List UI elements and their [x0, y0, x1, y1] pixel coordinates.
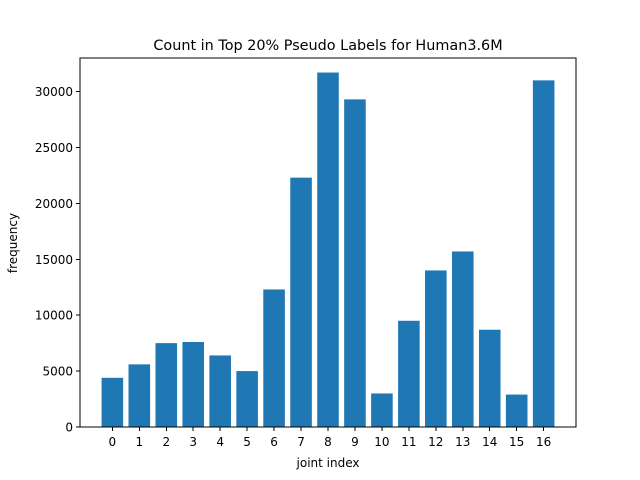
axes-layer: 0 1 2 3 4 5 6 7 8 9 10 11 12 13 14 15 160500010000150002… — [35, 57, 577, 449]
bar-joint-12 — [425, 270, 447, 427]
bar-joint-3 — [182, 342, 204, 427]
x-tick-label: 2 — [162, 435, 170, 449]
bar-joint-6 — [263, 289, 285, 427]
x-tick-label: 10 — [374, 435, 389, 449]
bar-joint-2 — [155, 343, 178, 427]
bar-joint-7 — [290, 177, 312, 427]
chart-title: Count in Top 20% Pseudo Labels for Human… — [153, 38, 502, 54]
x-tick-label: 1 — [135, 435, 143, 449]
y-tick-label: 20000 — [35, 197, 73, 211]
x-tick-label: 8 — [324, 435, 332, 449]
x-tick-label: 3 — [189, 435, 197, 449]
x-tick-label: 9 — [351, 435, 359, 449]
y-tick-label: 5000 — [42, 365, 73, 379]
y-tick-label: 0 — [65, 421, 73, 435]
y-tick-label: 15000 — [35, 253, 73, 267]
bar-joint-4 — [209, 355, 231, 427]
bar-joint-14 — [478, 329, 501, 427]
bar-joint-16 — [532, 80, 555, 428]
x-tick-label: 16 — [536, 435, 551, 449]
bar-joint-15 — [505, 394, 528, 427]
bar-joint-11 — [398, 320, 420, 427]
bar-joint-9 — [344, 99, 366, 428]
x-tick-label: 6 — [270, 435, 278, 449]
bar-joint-5 — [236, 371, 258, 427]
x-tick-label: 11 — [401, 435, 416, 449]
x-tick-label: 4 — [216, 435, 224, 449]
x-tick-label: 14 — [482, 435, 497, 449]
x-axis-label: joint index — [296, 456, 360, 470]
bars-layer — [101, 72, 555, 428]
y-axis-label: frequency — [6, 213, 20, 273]
bar-joint-0 — [101, 377, 124, 427]
bar-joint-1 — [128, 364, 151, 427]
x-tick-label: 5 — [243, 435, 251, 449]
x-tick-label: 12 — [428, 435, 443, 449]
y-tick-label: 10000 — [35, 309, 73, 323]
bar-joint-8 — [317, 72, 339, 427]
bar-joint-13 — [452, 251, 474, 427]
bar-joint-10 — [371, 393, 393, 427]
x-tick-label: 0 — [109, 435, 117, 449]
x-tick-label: 15 — [509, 435, 524, 449]
x-tick-label: 13 — [455, 435, 470, 449]
x-tick-label: 7 — [297, 435, 305, 449]
y-tick-label: 30000 — [35, 85, 73, 99]
y-tick-label: 25000 — [35, 141, 73, 155]
